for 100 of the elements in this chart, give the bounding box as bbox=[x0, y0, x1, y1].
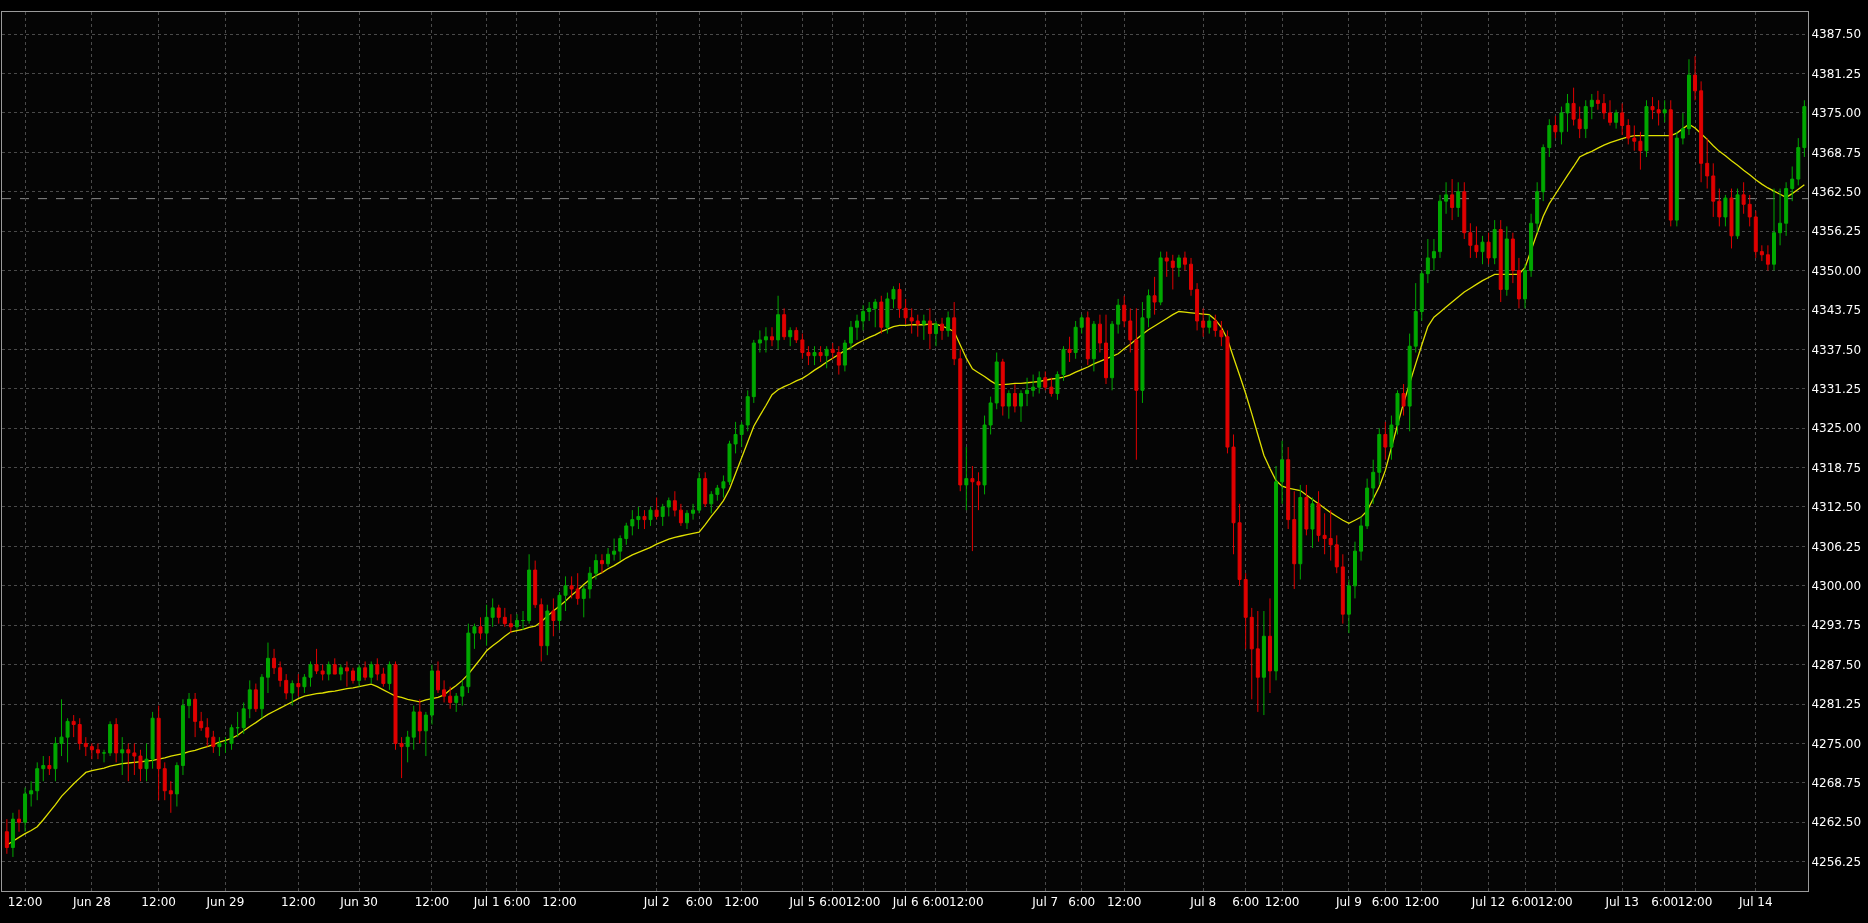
candlestick bbox=[697, 471, 702, 514]
candlestick bbox=[1705, 137, 1710, 190]
candlestick bbox=[933, 320, 938, 347]
candlestick bbox=[1012, 383, 1017, 413]
candlestick bbox=[1274, 465, 1279, 681]
candlestick bbox=[223, 736, 228, 754]
candlestick bbox=[156, 705, 161, 801]
candlestick bbox=[1091, 320, 1096, 372]
candlestick bbox=[624, 522, 629, 546]
candlestick bbox=[423, 711, 428, 757]
candlestick bbox=[994, 352, 999, 410]
candlestick bbox=[1037, 370, 1042, 394]
candlestick bbox=[1243, 572, 1248, 650]
candlestick bbox=[1456, 181, 1461, 218]
candlestick bbox=[751, 339, 756, 404]
x-tick-label: 12:00 bbox=[281, 895, 316, 910]
y-tick-label: 4306.25 bbox=[1811, 539, 1862, 554]
candlestick bbox=[1310, 497, 1315, 549]
candlestick bbox=[351, 667, 355, 685]
candlestick bbox=[636, 506, 641, 530]
x-tick-label: 12:00 bbox=[1264, 895, 1300, 910]
x-tick-label: 6:00 bbox=[1371, 895, 1399, 910]
candlestick bbox=[921, 314, 926, 341]
candlestick bbox=[514, 613, 519, 631]
candlestick bbox=[387, 660, 392, 691]
candlestick bbox=[1249, 607, 1254, 700]
candlestick bbox=[830, 342, 835, 360]
candlestick bbox=[1425, 238, 1430, 284]
candlestick bbox=[41, 755, 46, 782]
candlestick bbox=[1571, 87, 1576, 126]
candlestick bbox=[187, 692, 192, 719]
candlestick bbox=[952, 301, 957, 366]
candlestick bbox=[1765, 244, 1770, 272]
candlestick bbox=[1778, 188, 1783, 246]
y-tick-label: 4262.50 bbox=[1811, 815, 1862, 830]
candlestick bbox=[1498, 219, 1503, 303]
candlestick bbox=[375, 657, 380, 681]
y-tick-label: 4350.00 bbox=[1811, 263, 1862, 278]
candlestick bbox=[490, 597, 495, 628]
candlestick bbox=[1000, 358, 1005, 417]
candlestick bbox=[660, 503, 665, 527]
x-tick-label: 12:00 bbox=[845, 895, 881, 910]
candlestick bbox=[241, 701, 246, 735]
candlestick bbox=[174, 761, 179, 808]
candlestick bbox=[180, 698, 185, 776]
candlestick bbox=[1182, 251, 1187, 272]
candlestick bbox=[533, 560, 538, 609]
candlestick bbox=[1383, 421, 1388, 461]
candlestick bbox=[1365, 478, 1370, 530]
x-tick-label: 12:00 bbox=[949, 895, 984, 910]
x-tick-label: 6:00 bbox=[1068, 895, 1096, 910]
candlestick bbox=[1049, 377, 1054, 398]
candlestick bbox=[1043, 370, 1048, 391]
x-tick-label: Jul 13 bbox=[1604, 895, 1639, 910]
candlestick bbox=[1116, 298, 1121, 335]
candlestick bbox=[1413, 282, 1418, 353]
candlestick bbox=[1547, 118, 1552, 158]
y-tick-label: 4325.00 bbox=[1811, 421, 1862, 436]
candlestick bbox=[770, 326, 774, 347]
y-tick-label: 4318.75 bbox=[1811, 460, 1862, 475]
candlestick bbox=[1729, 188, 1734, 249]
candlestick bbox=[95, 742, 100, 760]
candlestick bbox=[417, 698, 422, 744]
x-tick-label: 6:00 bbox=[1232, 895, 1260, 910]
candlestick bbox=[429, 664, 434, 726]
candlestick bbox=[946, 311, 951, 338]
candlestick bbox=[253, 683, 258, 713]
candlestick bbox=[89, 742, 94, 760]
candlestick bbox=[1438, 194, 1442, 259]
candlestick bbox=[1006, 389, 1011, 420]
y-tick-label: 4300.00 bbox=[1811, 579, 1862, 594]
candlestick bbox=[265, 642, 270, 694]
candlestick bbox=[1668, 99, 1673, 227]
candlestick bbox=[776, 295, 781, 350]
candlestick bbox=[964, 446, 969, 511]
candlestick bbox=[436, 660, 440, 694]
candlestick bbox=[1419, 270, 1424, 322]
candlestick bbox=[278, 660, 283, 688]
candlestick bbox=[411, 705, 416, 751]
x-tick-label: Jul 2 bbox=[642, 895, 670, 910]
candlestick bbox=[836, 345, 841, 376]
candlestick bbox=[691, 503, 696, 521]
candlestick bbox=[1790, 165, 1795, 202]
candlestick bbox=[1510, 232, 1515, 284]
candlestick bbox=[1377, 427, 1382, 486]
y-tick-label: 4368.75 bbox=[1811, 145, 1862, 160]
candlestick bbox=[1401, 383, 1406, 417]
candlestick bbox=[1195, 282, 1200, 331]
candlestick bbox=[1213, 314, 1218, 338]
candlestick bbox=[357, 664, 362, 688]
candlestick bbox=[1164, 251, 1169, 278]
candlestick bbox=[521, 610, 526, 631]
x-tick-label: Jul 5 bbox=[788, 895, 816, 910]
candlestick bbox=[314, 648, 319, 675]
candlestick bbox=[545, 604, 550, 656]
candlestick bbox=[909, 307, 914, 335]
candlestick bbox=[855, 314, 860, 341]
candlestick bbox=[1207, 314, 1212, 335]
candlestick bbox=[685, 509, 689, 530]
candlestick bbox=[1723, 194, 1728, 227]
